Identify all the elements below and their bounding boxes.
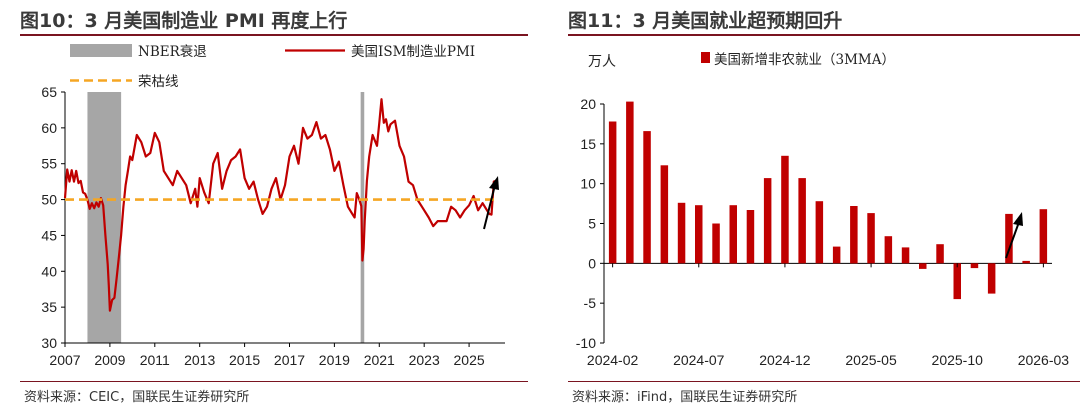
trend-arrow-head (489, 176, 499, 190)
legend-label-pmi: 美国ISM制造业PMI (351, 44, 475, 60)
bar-2025-04 (850, 206, 858, 264)
unit-label: 万人 (588, 54, 616, 70)
x-tick-label: 2025-10 (932, 352, 984, 368)
x-tick-label: 2021 (364, 352, 395, 368)
y-tick-label: 60 (41, 120, 57, 136)
y-tick-label: 30 (41, 335, 57, 351)
x-tick-label: 2025 (454, 352, 485, 368)
pmi-chart: 2007 2009 2011 2013 2015 2017 2019 2021 2023 2025… (41, 43, 505, 368)
y-tick-label: 10 (580, 176, 596, 192)
bar-2024-12 (781, 155, 789, 264)
x-tick-label: 2019 (319, 352, 350, 368)
right-title-rule (568, 34, 1080, 36)
bar-2025-05 (867, 213, 875, 264)
y-tick-label: 65 (41, 84, 57, 100)
x-tick-label: 2013 (184, 352, 215, 368)
bar-2024-08 (712, 223, 720, 264)
y-tick-label: 55 (41, 156, 57, 172)
x-tick-label: 2024-12 (759, 352, 811, 368)
bar-2025-08 (919, 263, 927, 269)
bar-2025-06 (884, 236, 893, 264)
legend-swatch-recession (70, 44, 132, 57)
x-tick-label: 2017 (274, 352, 305, 368)
y-tick-label: -10 (576, 335, 596, 351)
bar-2025-09 (936, 244, 944, 264)
bar-2024-04 (643, 131, 651, 264)
right-source-note: 资料来源：iFind，国联民生证券研究所 (572, 390, 798, 405)
bar-2025-03 (832, 246, 841, 264)
x-tick-label: 2015 (229, 352, 260, 368)
bar-2024-06 (677, 202, 686, 264)
bar-2025-11 (970, 263, 979, 269)
y-tick-label: 45 (41, 227, 57, 243)
bar-2024-11 (763, 178, 772, 264)
x-tick-label: 2024-07 (673, 352, 725, 368)
y-tick-label: 0 (588, 255, 596, 271)
bar-2025-10 (953, 263, 961, 300)
bar-2025-01 (798, 178, 806, 264)
bar-2025-02 (815, 201, 824, 264)
payrolls-chart: 万人 美国新增非农就业（3MMA） 2024-02 2024-07 2024-12 2… (576, 52, 1070, 368)
left-panel: 图10：3 月美国制造业 PMI 再度上行 2007 2009 2011 2013 20… (0, 0, 528, 415)
x-tick-label: 2023 (409, 352, 440, 368)
bar-2026-03 (1039, 209, 1048, 264)
x-tick-label: 2011 (140, 352, 170, 368)
bar-2026-02 (1022, 260, 1030, 264)
left-title-rule (20, 34, 528, 36)
left-source-rule (20, 381, 528, 382)
legend-label-recession: NBER衰退 (138, 43, 207, 60)
bar-2024-09 (729, 205, 737, 264)
x-tick-label: 2026-03 (1018, 352, 1070, 368)
bar-2026-01 (1005, 213, 1013, 264)
y-tick-label: 15 (580, 136, 596, 152)
bar-2024-03 (626, 101, 634, 264)
y-tick-label: 5 (588, 216, 596, 232)
left-figure-title: 图10：3 月美国制造业 PMI 再度上行 (20, 10, 348, 32)
right-figure-title: 图11：3 月美国就业超预期回升 (568, 10, 843, 32)
x-tick-label: 2009 (94, 352, 125, 368)
right-panel: 图11：3 月美国就业超预期回升 万人 美国新增非农就业（3MMA） 2024-… (548, 0, 1080, 415)
bar-2025-12 (987, 263, 996, 294)
y-tick-label: 40 (41, 263, 57, 279)
x-tick-label: 2025-05 (845, 352, 897, 368)
trend-arrow-head (1013, 212, 1023, 226)
x-tick-label: 2024-02 (587, 352, 639, 368)
y-tick-label: 20 (580, 96, 596, 112)
left-source-note: 资料来源：CEIC，国联民生证券研究所 (24, 390, 250, 405)
legend-label-payrolls: 美国新增非农就业（3MMA） (714, 52, 895, 68)
x-tick-label: 2007 (49, 352, 80, 368)
bar-2024-07 (695, 205, 703, 264)
bar-2024-05 (660, 165, 669, 264)
legend-label-threshold: 荣枯线 (138, 74, 179, 90)
bar-2024-10 (746, 210, 755, 264)
trend-arrow-shaft (483, 184, 496, 230)
bar-2025-07 (901, 247, 910, 264)
legend-swatch-payrolls (701, 52, 710, 63)
bar-2024-02 (608, 121, 617, 264)
right-source-rule (568, 381, 1080, 382)
pmi-line (63, 98, 497, 312)
trend-arrow-shaft (1005, 221, 1020, 259)
y-tick-label: -5 (584, 295, 597, 311)
y-tick-label: 35 (41, 299, 57, 315)
y-tick-label: 50 (41, 192, 57, 208)
